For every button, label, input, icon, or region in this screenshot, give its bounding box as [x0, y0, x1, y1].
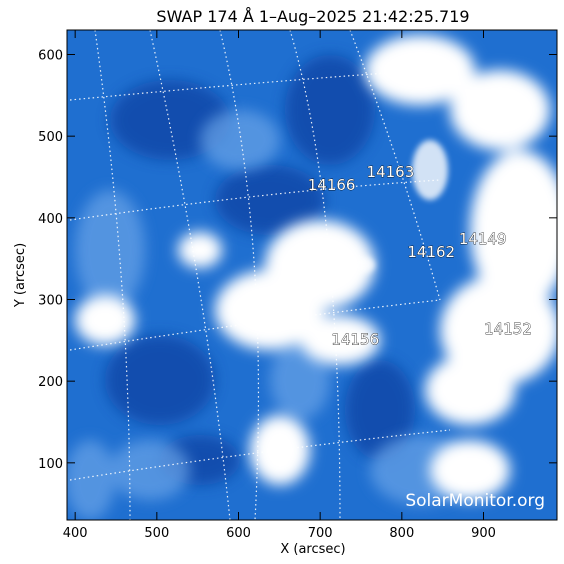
x-axis-label: X (arcsec)	[280, 542, 345, 557]
x-tick-label: 600	[226, 526, 251, 541]
y-tick-label: 400	[38, 212, 63, 227]
x-tick-label: 700	[308, 526, 333, 541]
region-label-14163: 14163	[367, 163, 415, 181]
region-label-14152: 14152	[484, 320, 532, 338]
y-tick-label: 100	[38, 457, 63, 472]
y-tick-label: 300	[38, 294, 63, 309]
credit-watermark: SolarMonitor.org	[405, 491, 545, 511]
x-tick-label: 400	[63, 526, 88, 541]
region-label-14162: 14162	[407, 243, 455, 261]
y-tick-label: 200	[38, 375, 63, 390]
region-label-14149: 14149	[459, 230, 507, 248]
x-tick-label: 900	[471, 526, 496, 541]
solar-image	[67, 30, 557, 520]
y-tick-label: 600	[38, 49, 63, 64]
region-label-14166: 14166	[308, 176, 356, 194]
plot-title: SWAP 174 Å 1–Aug–2025 21:42:25.719	[156, 7, 469, 26]
y-tick-label: 500	[38, 130, 63, 145]
region-label-14156: 14156	[331, 330, 379, 348]
x-tick-label: 800	[389, 526, 414, 541]
plot-frame	[66, 29, 558, 521]
y-axis-label: Y (arcsec)	[13, 243, 28, 308]
x-tick-label: 500	[144, 526, 169, 541]
x-axis-ticks: 400 500 600 700 800 900	[63, 30, 496, 541]
y-axis-ticks: 100 200 300 400 500 600	[38, 49, 557, 472]
